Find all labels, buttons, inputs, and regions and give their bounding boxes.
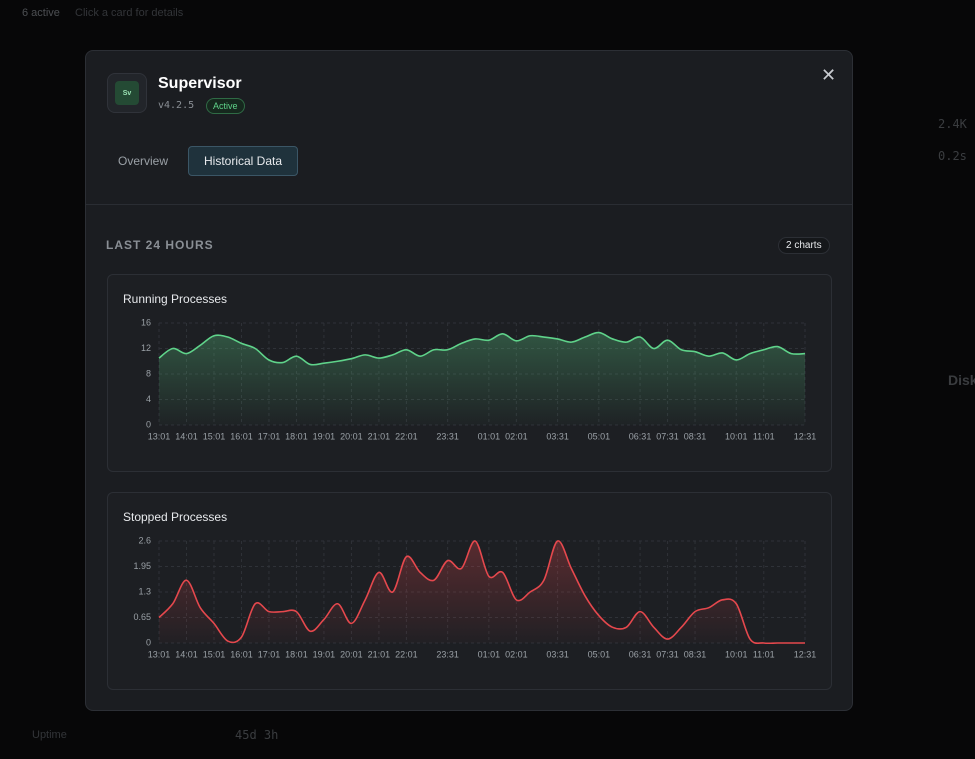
line — [158, 540, 805, 645]
hint: Click a card for details — [75, 7, 184, 19]
title: Supervisor — [158, 75, 242, 92]
section-title: LAST 24 HOURS — [106, 238, 214, 252]
area — [159, 332, 805, 425]
version: v4.2.5 — [158, 100, 195, 111]
modal: Sv Supervisor v4.2.5 Active ✕ Overview H… — [85, 50, 853, 711]
chart: 0 4 8 12 16 13:01 14:01 15:01 16:01 17:01 18:01 19:… — [141, 317, 817, 441]
y-tick-label: 16 — [141, 317, 151, 327]
area — [159, 540, 805, 644]
x-tick-label: 11:01 — [753, 649, 775, 659]
x-tick-label: 20:01 — [340, 649, 363, 659]
x-tick-label: 21:01 — [368, 649, 391, 659]
x-tick-label: 07:31 — [656, 431, 679, 441]
x-tick-label: 05:01 — [588, 431, 611, 441]
line — [158, 331, 806, 366]
x-tick-label: 19:01 — [313, 649, 336, 659]
y-tick-label: 4 — [146, 394, 151, 404]
x-tick-label: 13:01 — [148, 649, 171, 659]
x-tick-label: 15:01 — [203, 649, 226, 659]
metric-label: Uptime — [32, 729, 67, 741]
y-tick-label: 8 — [146, 368, 151, 378]
chart: 0 0.65 1.3 1.95 2.6 13:01 14:01 15:01 16:01 17:01… — [133, 535, 817, 659]
y-tick-label: 0.65 — [133, 612, 151, 622]
card-title: Disk — [948, 372, 975, 388]
x-tick-label: 18:01 — [285, 431, 308, 441]
x-tick-label: 03:31 — [546, 431, 569, 441]
x-tick-label: 19:01 — [313, 431, 336, 441]
x-tick-label: 08:31 — [684, 649, 707, 659]
status: 6 active — [22, 7, 60, 19]
x-tick-label: 02:01 — [505, 649, 528, 659]
x-tick-label: 16:01 — [230, 649, 253, 659]
x-tick-label: 02:01 — [505, 431, 528, 441]
chart-card: Stopped Processes 0 0.65 1.3 1.95 2.6 13:01 14… — [107, 492, 832, 690]
x-tick-label: 12:31 — [794, 431, 817, 441]
y-tick-label: 1.3 — [138, 586, 151, 596]
y-tick-label: 0 — [146, 419, 151, 429]
x-tick-label: 17:01 — [258, 431, 281, 441]
x-tick-label: 14:01 — [175, 431, 198, 441]
x-tick-label: 22:01 — [395, 431, 418, 441]
app-icon: Sv — [107, 73, 147, 113]
y-tick-label: 0 — [146, 637, 151, 647]
x-tick-label: 01:01 — [478, 649, 501, 659]
x-tick-label: 13:01 — [148, 431, 171, 441]
x-tick-label: 20:01 — [340, 431, 363, 441]
y-tick-label: 2.6 — [138, 535, 151, 545]
chart-card: Running Processes 0 4 8 12 16 13:01 14:01 15:01… — [107, 274, 832, 472]
metric: 2.4K — [938, 117, 967, 131]
tab-active[interactable]: Historical Data — [188, 146, 298, 176]
x-tick-label: 06:31 — [629, 431, 652, 441]
x-tick-label: 18:01 — [285, 649, 308, 659]
x-tick-label: 21:01 — [368, 431, 391, 441]
icon-text: Sv — [115, 81, 139, 105]
y-tick-label: 12 — [141, 343, 151, 353]
x-tick-label: 03:31 — [546, 649, 569, 659]
x-tick-label: 22:01 — [395, 649, 418, 659]
x-tick-label: 05:01 — [588, 649, 611, 659]
y-tick-label: 1.95 — [133, 561, 151, 571]
metric: 0.2s — [938, 149, 967, 163]
x-tick-label: 10:01 — [725, 431, 748, 441]
x-tick-label: 01:01 — [478, 431, 501, 441]
divider — [86, 204, 852, 205]
x-tick-label: 11:01 — [753, 431, 775, 441]
tab[interactable]: Overview — [118, 154, 169, 168]
status-badge: Active — [206, 98, 245, 114]
x-tick-label: 17:01 — [258, 649, 281, 659]
x-tick-label: 14:01 — [175, 649, 198, 659]
metric: 45d 3h — [235, 728, 279, 742]
x-tick-label: 12:31 — [794, 649, 817, 659]
close-button[interactable]: ✕ — [821, 65, 837, 85]
x-tick-label: 15:01 — [203, 431, 226, 441]
x-tick-label: 16:01 — [230, 431, 253, 441]
chart-count: 2 charts — [778, 237, 830, 254]
x-tick-label: 07:31 — [656, 649, 679, 659]
x-tick-label: 10:01 — [725, 649, 748, 659]
x-tick-label: 23:31 — [436, 649, 459, 659]
x-tick-label: 08:31 — [684, 431, 707, 441]
chart-title: Stopped Processes — [123, 510, 228, 524]
x-tick-label: 06:31 — [629, 649, 652, 659]
chart-title: Running Processes — [123, 292, 228, 306]
x-tick-label: 23:31 — [436, 431, 459, 441]
